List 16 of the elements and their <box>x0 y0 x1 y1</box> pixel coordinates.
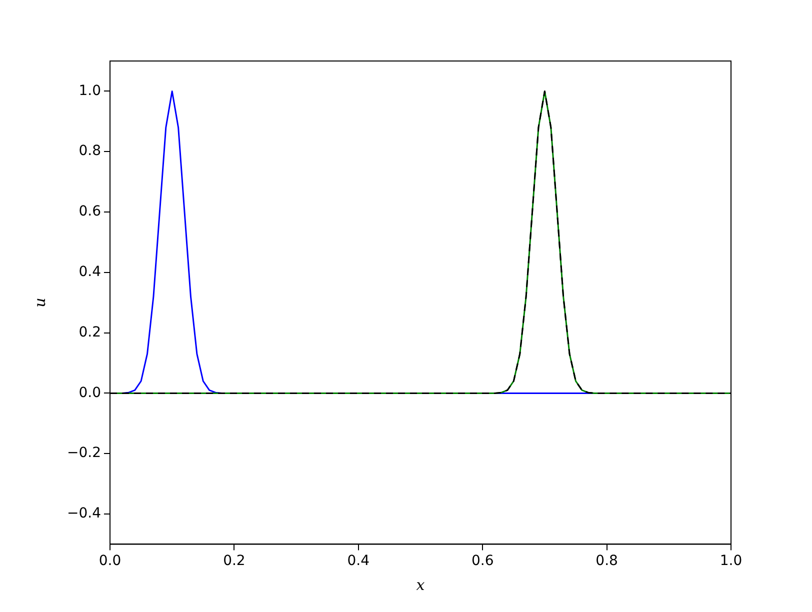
y-tick-label: 0.0 <box>78 384 101 401</box>
y-tick-label: 1.0 <box>78 82 101 99</box>
x-tick-label: 0.0 <box>98 553 122 570</box>
y-tick-label: 0.4 <box>78 264 102 280</box>
y-tick-label: 0.2 <box>78 324 101 340</box>
y-tick-label: −0.2 <box>67 445 101 462</box>
x-axis-title: x <box>416 576 426 594</box>
y-tick-label: 0.6 <box>78 204 102 220</box>
x-tick-label: 0.8 <box>596 553 618 570</box>
x-tick-label: 1.0 <box>720 553 742 570</box>
y-tick-label: −0.4 <box>67 506 102 522</box>
x-tick-label: 0.4 <box>347 553 370 570</box>
x-tick-label: 0.2 <box>223 553 246 570</box>
x-tick-label: 0.6 <box>471 553 494 570</box>
y-tick-label: 0.8 <box>78 143 101 160</box>
y-axis-title: u <box>30 298 49 308</box>
